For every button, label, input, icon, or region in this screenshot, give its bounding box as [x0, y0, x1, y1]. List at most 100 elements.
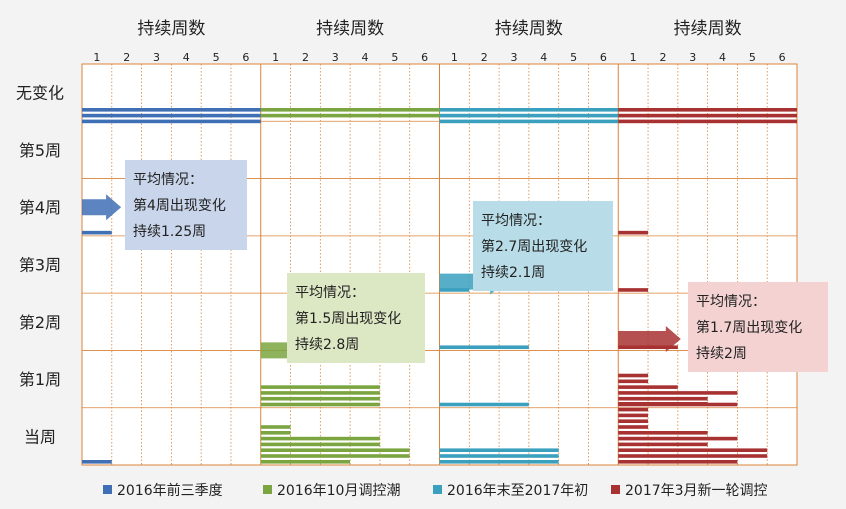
annotation-box [473, 201, 613, 291]
x-tick-label: 1 [93, 51, 100, 64]
y-category-label: 第4周 [19, 198, 61, 217]
bar [260, 113, 440, 118]
x-tick-label: 6 [600, 51, 607, 64]
x-tick-label: 4 [719, 51, 726, 64]
bar [82, 113, 261, 118]
legend-label: 2016年末至2017年初 [447, 482, 588, 499]
x-tick-label: 5 [391, 51, 398, 64]
bar [618, 402, 738, 407]
annotation-text: 平均情况： [295, 285, 365, 301]
y-category-label: 第5周 [19, 141, 61, 160]
annotation-text: 持续2周 [696, 345, 747, 362]
legend-label: 2017年3月新一轮调控 [625, 483, 768, 499]
legend-swatch [103, 485, 112, 494]
x-tick-label: 3 [689, 51, 696, 64]
legend-label: 2016年前三季度 [117, 482, 223, 499]
y-category-label: 第1周 [19, 370, 61, 389]
bar [618, 391, 738, 395]
bar [82, 108, 261, 112]
bar [260, 448, 410, 452]
annotation-text: 持续1.25周 [133, 223, 206, 240]
annotation-box [287, 273, 425, 363]
bar [618, 448, 768, 452]
y-category-label: 第3周 [19, 256, 61, 275]
bar [260, 385, 380, 389]
bar [260, 425, 291, 429]
bar [618, 413, 649, 418]
bar [618, 288, 649, 292]
bar [260, 460, 351, 464]
x-tick-label: 2 [302, 51, 309, 64]
bar [618, 407, 649, 412]
bar [260, 454, 410, 458]
bar [618, 419, 649, 423]
x-tick-label: 6 [421, 51, 428, 64]
bar [618, 113, 797, 118]
bar [260, 442, 380, 447]
x-tick-label: 1 [630, 51, 637, 64]
bar [260, 431, 291, 435]
x-tick-label: 4 [540, 51, 547, 64]
annotation-text: 第1.5周出现变化 [295, 310, 401, 327]
bar [260, 391, 380, 395]
bar [439, 448, 559, 452]
annotation-text: 持续2.1周 [481, 264, 545, 281]
bar [618, 385, 678, 389]
panel-header: 持续周数 [495, 19, 563, 39]
annotation-box [688, 282, 828, 372]
bar [260, 396, 380, 401]
average-arrow [82, 194, 122, 221]
bar [439, 119, 619, 124]
bar [618, 396, 708, 401]
panel-header: 持续周数 [316, 19, 384, 39]
legend-swatch [433, 485, 442, 494]
bar [618, 431, 708, 435]
x-tick-label: 1 [272, 51, 279, 64]
bar [618, 373, 649, 378]
x-tick-label: 4 [362, 51, 369, 64]
bar [439, 460, 559, 464]
x-tick-label: 6 [779, 51, 786, 64]
x-tick-label: 5 [213, 51, 220, 64]
bar [618, 230, 649, 235]
bar [618, 108, 797, 112]
annotation-text: 持续2.8周 [295, 336, 359, 353]
bar [260, 108, 440, 112]
bar [260, 402, 380, 407]
y-category-label: 第2周 [19, 313, 61, 332]
legend-swatch [611, 485, 620, 494]
panel-header: 持续周数 [137, 19, 205, 39]
y-category-label: 无变化 [16, 84, 64, 103]
x-tick-label: 2 [123, 51, 130, 64]
x-tick-label: 3 [153, 51, 160, 64]
x-tick-label: 6 [242, 51, 249, 64]
legend-label: 2016年10月调控潮 [277, 483, 400, 499]
x-tick-label: 4 [183, 51, 190, 64]
x-tick-label: 3 [332, 51, 339, 64]
bar [618, 119, 797, 124]
x-tick-label: 1 [451, 51, 458, 64]
bar [439, 345, 529, 350]
annotation-box [125, 160, 247, 250]
bar [618, 436, 738, 441]
bar [618, 345, 678, 350]
bar [618, 460, 738, 464]
annotation-text: 第4周出现变化 [133, 197, 226, 214]
annotation-text: 平均情况： [696, 294, 766, 310]
annotation-text: 平均情况： [481, 213, 551, 229]
bar [439, 288, 470, 292]
bar [618, 454, 768, 458]
plot-border [81, 63, 798, 466]
bar [618, 425, 649, 429]
annotation-text: 第1.7周出现变化 [696, 319, 802, 336]
bar [618, 442, 708, 447]
annotation-text: 平均情况： [133, 172, 203, 188]
bar [439, 454, 559, 458]
x-tick-label: 5 [749, 51, 756, 64]
x-tick-label: 3 [510, 51, 517, 64]
x-tick-label: 5 [570, 51, 577, 64]
x-tick-label: 2 [659, 51, 666, 64]
bar [260, 436, 380, 441]
bar [82, 460, 112, 464]
